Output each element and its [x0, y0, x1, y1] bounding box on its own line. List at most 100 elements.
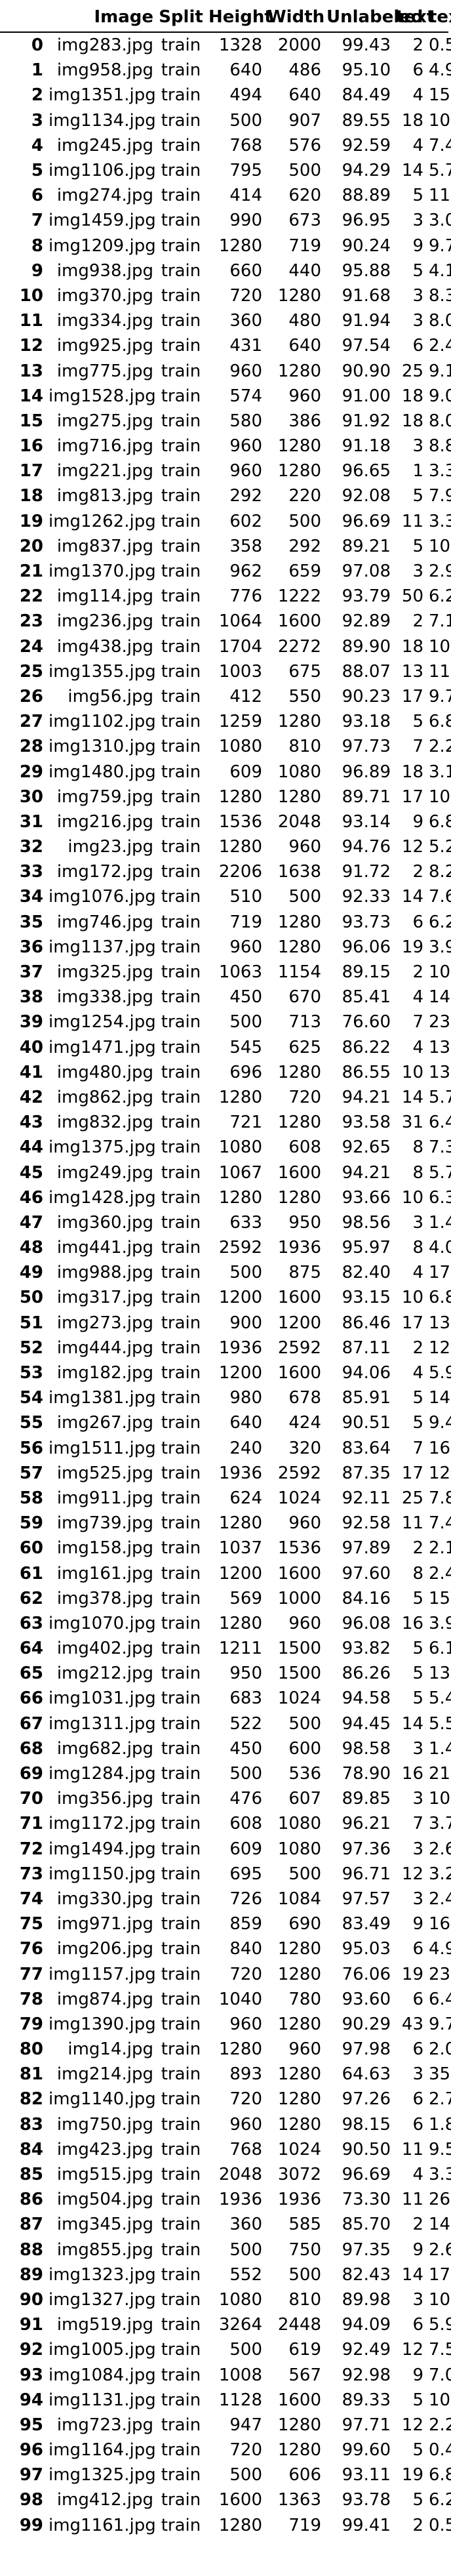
unlabeled-cell: 96.69 [342, 2165, 391, 2185]
split-cell: train [161, 762, 201, 782]
table-row: 1 img958.jpg train 640 486 95.10 6 4.90 [0, 58, 451, 83]
row-index-cell: 15 [19, 411, 43, 431]
text-percent-cell: 23.40 [429, 1012, 451, 1032]
table-row: 52 img444.jpg train 1936 2592 87.11 2 12.89 [0, 1336, 451, 1360]
row-index-cell: 84 [19, 2139, 43, 2159]
split-cell: train [161, 686, 201, 706]
split-cell: train [161, 110, 201, 131]
height-cell: 960 [229, 937, 262, 957]
unlabeled-cell: 84.16 [342, 1588, 391, 1608]
text-count-cell: 18 [401, 386, 423, 406]
split-cell: train [161, 837, 201, 857]
text-percent-cell: 8.06 [429, 311, 451, 331]
split-cell: train [161, 1413, 201, 1433]
text-percent-cell: 4.90 [429, 60, 451, 81]
width-cell: 719 [288, 2515, 321, 2535]
unlabeled-cell: 88.07 [342, 661, 391, 682]
image-name-cell: img275.jpg [56, 411, 153, 431]
image-name-cell: img1031.jpg [49, 1688, 156, 1709]
text-percent-cell: 6.18 [429, 1639, 451, 1659]
text-percent-cell: 6.85 [429, 1288, 451, 1308]
row-index-cell: 17 [19, 461, 43, 481]
height-cell: 990 [229, 211, 262, 231]
split-cell: train [161, 211, 201, 231]
image-name-cell: img330.jpg [56, 1889, 153, 1909]
row-index-cell: 57 [19, 1463, 43, 1483]
split-cell: train [161, 60, 201, 81]
unlabeled-cell: 97.35 [342, 2239, 391, 2260]
text-count-cell: 14 [401, 887, 423, 907]
row-index-cell: 32 [19, 837, 43, 857]
row-index-cell: 58 [19, 1488, 43, 1508]
text-count-cell: 2 [412, 1338, 423, 1358]
width-cell: 1280 [277, 2064, 321, 2085]
text-count-cell: 6 [412, 2315, 423, 2335]
split-cell: train [161, 1764, 201, 1784]
row-index-cell: 82 [19, 2089, 43, 2110]
image-name-cell: img938.jpg [56, 260, 153, 281]
unlabeled-cell: 94.06 [342, 1363, 391, 1383]
table-row: 20 img837.jpg train 358 292 89.21 5 10.79 [0, 534, 451, 559]
text-percent-cell: 3.31 [429, 2165, 451, 2185]
image-name-cell: img23.jpg [68, 837, 153, 857]
unlabeled-cell: 93.11 [342, 2465, 391, 2485]
text-count-cell: 17 [401, 1463, 423, 1483]
split-cell: train [161, 1113, 201, 1133]
text-percent-cell: 13.45 [429, 1062, 451, 1082]
split-cell: train [161, 411, 201, 431]
height-cell: 500 [229, 1012, 262, 1032]
width-cell: 500 [288, 1864, 321, 1884]
text-percent-cell: 2.29 [429, 2415, 451, 2435]
text-percent-cell: 7.11 [429, 611, 451, 632]
row-index-cell: 41 [19, 1062, 43, 1082]
row-index-cell: 88 [19, 2239, 43, 2260]
row-index-cell: 21 [19, 562, 43, 582]
text-count-cell: 8 [412, 1162, 423, 1183]
unlabeled-cell: 82.40 [342, 1263, 391, 1283]
height-cell: 500 [229, 1764, 262, 1784]
table-row: 80 img14.jpg train 1280 960 97.98 6 2.02 [0, 2037, 451, 2062]
row-index-cell: 13 [19, 361, 43, 381]
text-percent-cell: 6.27 [429, 912, 451, 932]
width-cell: 1024 [277, 1688, 321, 1709]
height-cell: 476 [229, 1789, 262, 1809]
table-row: 17 img221.jpg train 960 1280 96.65 1 3.35 [0, 459, 451, 483]
width-cell: 1600 [277, 1162, 321, 1183]
table-row: 61 img161.jpg train 1200 1600 97.60 8 2.40 [0, 1561, 451, 1585]
row-index-cell: 31 [19, 811, 43, 832]
height-cell: 1200 [218, 1363, 262, 1383]
image-name-cell: img216.jpg [56, 811, 153, 832]
height-cell: 719 [229, 912, 262, 932]
text-count-cell: 5 [412, 2490, 423, 2510]
image-name-cell: img813.jpg [56, 486, 153, 506]
unlabeled-cell: 64.63 [342, 2064, 391, 2085]
text-percent-cell: 10.85 [429, 962, 451, 983]
width-cell: 1280 [277, 1964, 321, 1984]
width-cell: 576 [288, 135, 321, 155]
text-count-cell: 43 [401, 2014, 423, 2034]
text-percent-cell: 3.29 [429, 1864, 451, 1884]
split-cell: train [161, 2365, 201, 2385]
text-percent-cell: 10.45 [429, 110, 451, 131]
split-cell: train [161, 1137, 201, 1158]
unlabeled-cell: 89.90 [342, 636, 391, 657]
width-cell: 1280 [277, 937, 321, 957]
width-cell: 1280 [277, 1113, 321, 1133]
unlabeled-cell: 93.14 [342, 811, 391, 832]
image-name-cell: img283.jpg [56, 35, 153, 56]
image-name-cell: img114.jpg [56, 586, 153, 607]
text-count-cell: 14 [401, 1087, 423, 1107]
text-percent-cell: 7.67 [429, 887, 451, 907]
row-index-cell: 37 [19, 962, 43, 983]
text-count-cell: 4 [412, 987, 423, 1008]
height-cell: 980 [229, 1388, 262, 1408]
width-cell: 567 [288, 2365, 321, 2385]
width-cell: 220 [288, 486, 321, 506]
unlabeled-cell: 90.50 [342, 2139, 391, 2159]
